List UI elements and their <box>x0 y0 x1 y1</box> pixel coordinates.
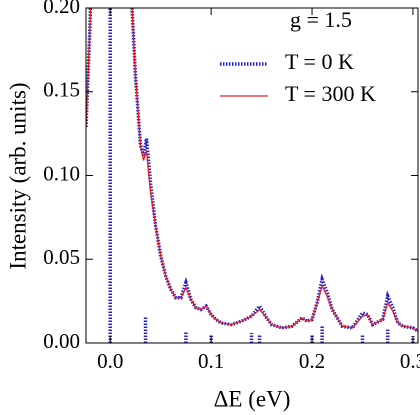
y-axis-label: Intensity (arb. units) <box>5 82 30 269</box>
plot-area <box>86 8 418 343</box>
series-line <box>86 8 418 332</box>
y-tick-label: 0.00 <box>43 329 80 353</box>
legend-label: T = 0 K <box>285 49 354 74</box>
plot-frame <box>85 7 419 344</box>
y-tick-label: 0.05 <box>43 245 80 269</box>
x-axis-label: ΔE (eV) <box>214 386 291 411</box>
series-line <box>86 8 418 333</box>
y-tick-label: 0.20 <box>43 0 80 18</box>
x-tick-label: 0.3 <box>400 349 420 373</box>
y-tick-label: 0.10 <box>43 161 80 185</box>
x-tick-label: 0.0 <box>97 349 123 373</box>
annotation: g = 1.5 <box>290 7 352 32</box>
legend-label: T = 300 K <box>285 81 376 106</box>
y-tick-label: 0.15 <box>43 78 80 102</box>
x-tick-label: 0.1 <box>198 349 224 373</box>
x-tick-label: 0.2 <box>299 349 325 373</box>
